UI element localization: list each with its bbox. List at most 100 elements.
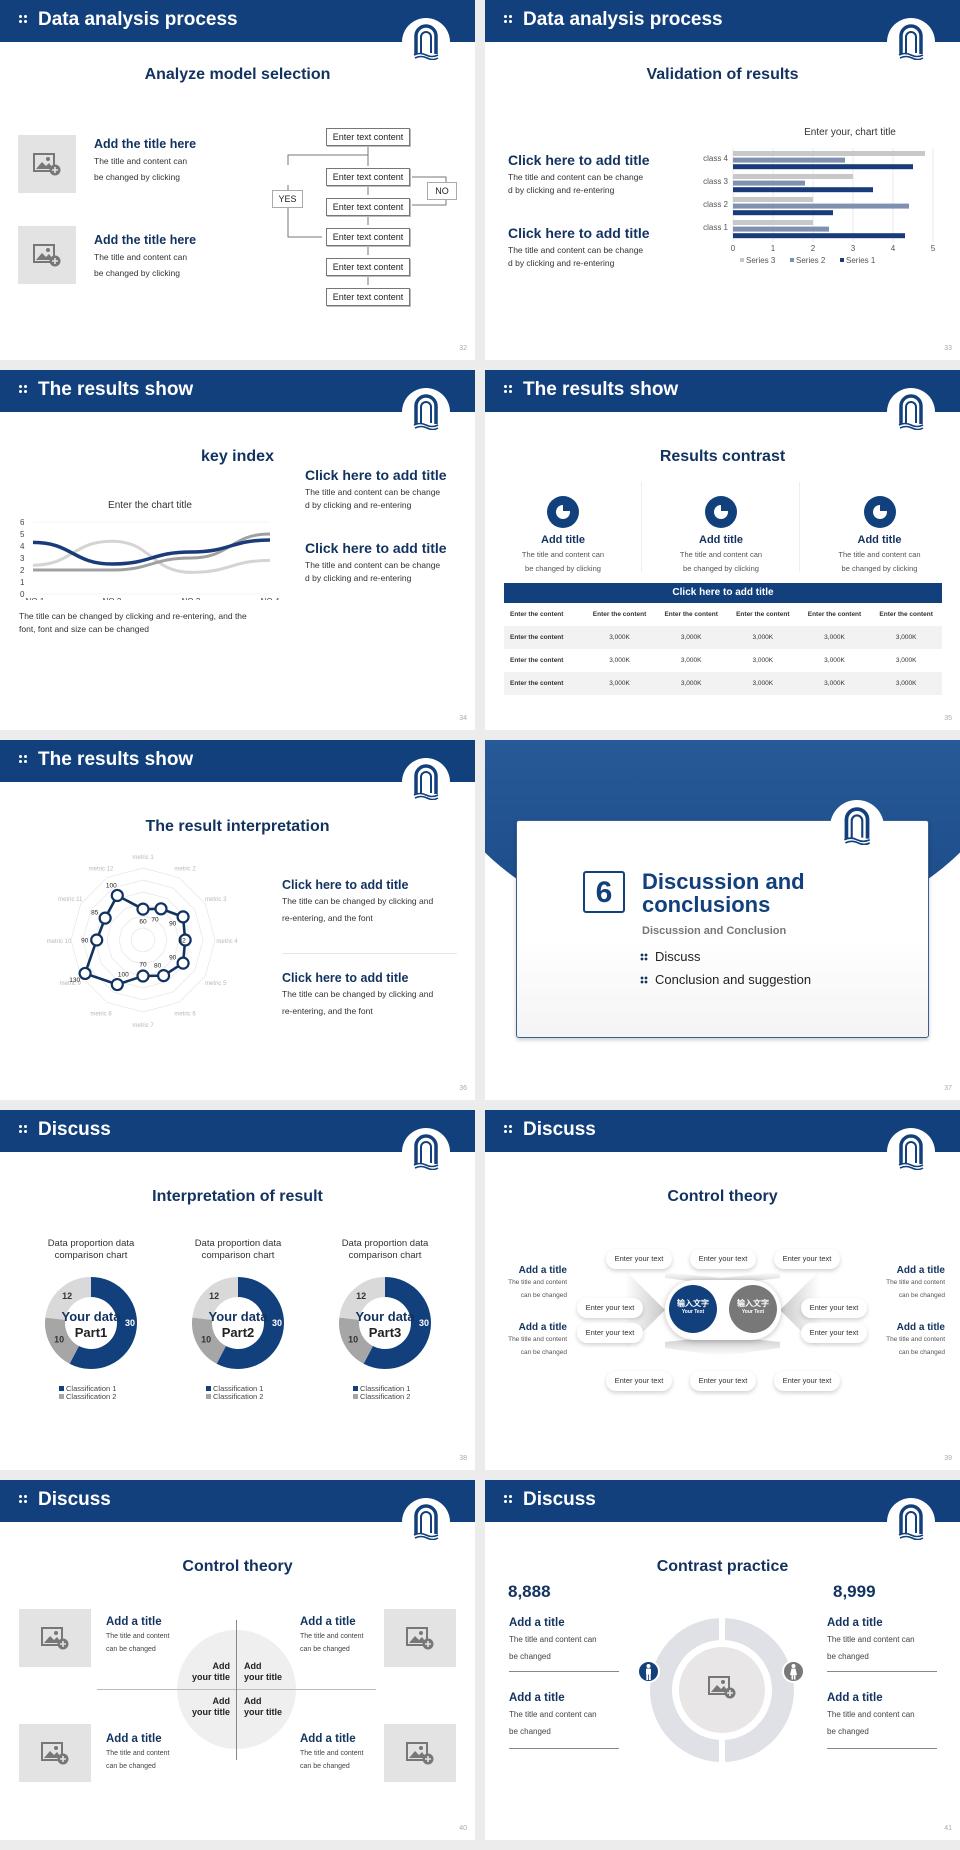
svg-text:metric 10: metric 10 (47, 939, 72, 945)
slide-41[interactable]: Discuss Contrast practice 8,888 8,999 Ad… (485, 1480, 960, 1840)
table-cell[interactable]: 3,000K (895, 657, 917, 664)
text-pill[interactable]: Enter your text (577, 1298, 643, 1318)
table-title[interactable]: Click here to add title (504, 583, 942, 603)
table-cell[interactable]: Enter the content (510, 634, 564, 641)
table-cell[interactable]: 3,000K (895, 680, 917, 687)
table-cell[interactable]: 3,000K (752, 680, 774, 687)
quad-label[interactable]: Add your title (244, 1661, 304, 1683)
center-circle-gray[interactable]: 输入文字 Your Text (729, 1285, 777, 1333)
item-text: The title can be changed by clicking and (282, 896, 434, 906)
donut-caption: Data proportion data comparison chart (341, 1238, 429, 1261)
svg-text:12: 12 (356, 1291, 366, 1301)
slide-header: The results show (0, 740, 475, 782)
svg-text:Part2: Part2 (222, 1325, 255, 1340)
slide-39[interactable]: Discuss Control theory 输入文字 Your Text 输入… (485, 1110, 960, 1470)
table-cell[interactable]: Enter the content (879, 611, 933, 618)
text-pill[interactable]: Enter your text (774, 1371, 840, 1391)
image-placeholder[interactable] (18, 135, 76, 193)
table-cell[interactable]: Enter the content (592, 611, 647, 618)
table-cell[interactable]: Enter the content (736, 611, 790, 618)
header-title: The results show (523, 379, 679, 400)
table-cell[interactable]: Enter the content (510, 611, 564, 618)
item-block: Click here to add title The title and co… (508, 152, 650, 197)
image-placeholder[interactable] (384, 1724, 456, 1782)
text-pill[interactable]: Enter your text (606, 1371, 672, 1391)
table-cell[interactable]: 3,000K (680, 680, 702, 687)
slide-header: The results show (485, 370, 960, 412)
table-cell[interactable]: 3,000K (824, 634, 845, 641)
svg-text:metric 2: metric 2 (174, 866, 196, 872)
text-pill[interactable]: Enter your text (801, 1298, 867, 1318)
item-block: Click here to add title The title can be… (282, 971, 457, 1020)
item-text: be changed (509, 1727, 551, 1736)
text-pill[interactable]: Enter your text (690, 1249, 756, 1269)
page-title: Contrast practice (656, 1558, 789, 1575)
page-title: The result interpretation (145, 818, 330, 835)
quad-label-line: your title (244, 1707, 283, 1717)
center-label: 输入文字 (737, 1299, 769, 1308)
flow-box[interactable]: Enter text content (326, 228, 410, 246)
item-title: Add a title (300, 1616, 356, 1628)
quad-label-line: Add (244, 1661, 262, 1671)
quad-label[interactable]: Add your title (178, 1696, 230, 1718)
flow-box[interactable]: Enter text content (326, 198, 410, 216)
header-title: The results show (38, 749, 194, 770)
table-cell[interactable]: Enter the content (664, 611, 718, 618)
image-placeholder[interactable] (19, 1609, 91, 1667)
table-cell[interactable]: 3,000K (609, 680, 630, 687)
table-cell[interactable]: Enter the content (510, 680, 564, 687)
table-cell[interactable]: 3,000K (824, 680, 845, 687)
flow-box[interactable]: Enter text content (326, 258, 410, 276)
table-cell[interactable]: 3,000K (752, 657, 774, 664)
text-pill[interactable]: Enter your text (690, 1371, 756, 1391)
image-placeholder[interactable] (18, 226, 76, 284)
item-text: The title and content (508, 1336, 567, 1343)
university-logo (402, 1498, 450, 1546)
table-cell[interactable]: 3,000K (895, 634, 917, 641)
text-pill[interactable]: Enter your text (606, 1249, 672, 1269)
text-pill[interactable]: Enter your text (801, 1323, 867, 1343)
table-row: Enter the content 3,000K 3,000K 3,000K 3,000… (504, 672, 942, 695)
slide-40[interactable]: Discuss Control theory Add your title Add… (0, 1480, 475, 1840)
slide-36[interactable]: The results show The result interpretati… (0, 740, 475, 1100)
table-cell[interactable]: 3,000K (824, 657, 845, 664)
svg-text:1: 1 (20, 578, 25, 587)
section-bullet[interactable]: Conclusion and suggestion (640, 972, 811, 987)
item-text: be changed (827, 1652, 869, 1661)
university-logo (402, 18, 450, 66)
text-pill[interactable]: Enter your text (577, 1323, 643, 1343)
table-cell[interactable]: 3,000K (752, 634, 774, 641)
table-cell[interactable]: Enter the content (807, 611, 862, 618)
center-circle-blue[interactable]: 输入文字 Your Text (669, 1285, 717, 1333)
add-image-icon (33, 244, 61, 267)
table-cell[interactable]: 3,000K (609, 657, 630, 664)
image-placeholder[interactable] (384, 1609, 456, 1667)
table-cell[interactable]: Enter the content (510, 657, 564, 664)
slide-35[interactable]: The results show Results contrast Add ti… (485, 370, 960, 730)
slide-32[interactable]: Data analysis process Analyze model sele… (0, 0, 475, 360)
flow-box[interactable]: Enter text content (326, 168, 410, 186)
slide-33[interactable]: Data analysis process Validation of resu… (485, 0, 960, 360)
table-cell[interactable]: 3,000K (680, 657, 702, 664)
table-cell[interactable]: 3,000K (609, 634, 630, 641)
svg-text:metric 1: metric 1 (132, 855, 154, 861)
text-pill[interactable]: Enter your text (774, 1249, 840, 1269)
quad-label[interactable]: Add your title (244, 1696, 304, 1718)
item-text: The title and content can (827, 1710, 915, 1719)
quad-label[interactable]: Add your title (178, 1661, 230, 1683)
image-placeholder[interactable] (19, 1724, 91, 1782)
add-image-icon[interactable] (708, 1675, 736, 1699)
section-bullet[interactable]: Discuss (640, 949, 701, 964)
item-title: Click here to add title (282, 878, 409, 892)
donut-chart: Data proportion data comparison chart 30 10… (21, 1238, 161, 1401)
table-cell[interactable]: 3,000K (680, 634, 702, 641)
flow-box[interactable]: Enter text content (326, 128, 410, 146)
slide-37[interactable]: 6 Discussion and conclusions Discussion … (485, 740, 960, 1100)
svg-text:70: 70 (151, 917, 159, 924)
item-block: Add the title here The title and content… (94, 137, 196, 185)
slide-38[interactable]: Discuss Interpretation of result Data pr… (0, 1110, 475, 1470)
page-number: 36 (459, 1085, 467, 1092)
flow-box[interactable]: Enter text content (326, 288, 410, 306)
slide-34[interactable]: The results show key index Enter the cha… (0, 370, 475, 730)
